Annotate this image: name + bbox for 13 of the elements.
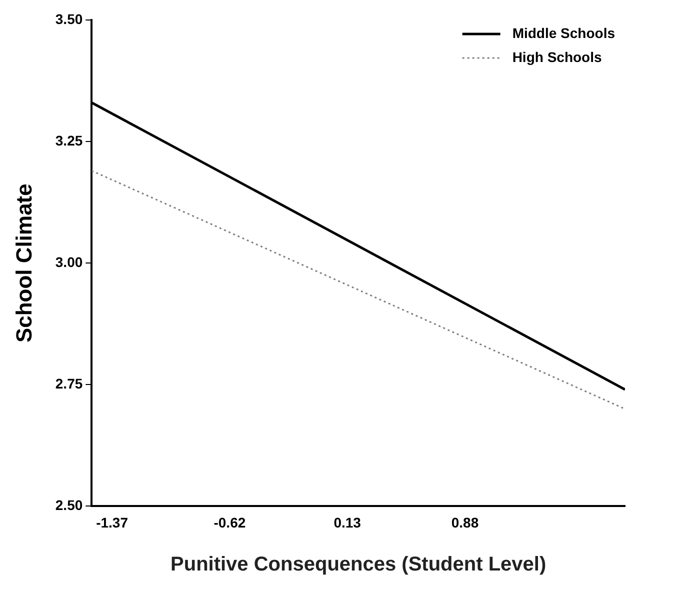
x-tick-label: 0.88 — [451, 514, 479, 530]
y-tick-label: 3.25 — [55, 132, 83, 148]
x-tick-label: -1.37 — [96, 514, 128, 530]
y-tick-label: 2.50 — [55, 497, 83, 514]
x-axis-title: Punitive Consequences (Student Level) — [170, 554, 546, 576]
x-tick-label: 0.13 — [334, 514, 362, 530]
y-tick-label: 2.75 — [55, 376, 83, 392]
legend-label: High Schools — [512, 48, 602, 65]
y-axis-title: School Climate — [11, 184, 36, 343]
y-tick-label: 3.00 — [55, 254, 83, 270]
legend-label: Middle Schools — [512, 24, 616, 41]
x-tick-label: -0.62 — [214, 514, 246, 530]
y-tick-label: 3.50 — [55, 10, 83, 27]
